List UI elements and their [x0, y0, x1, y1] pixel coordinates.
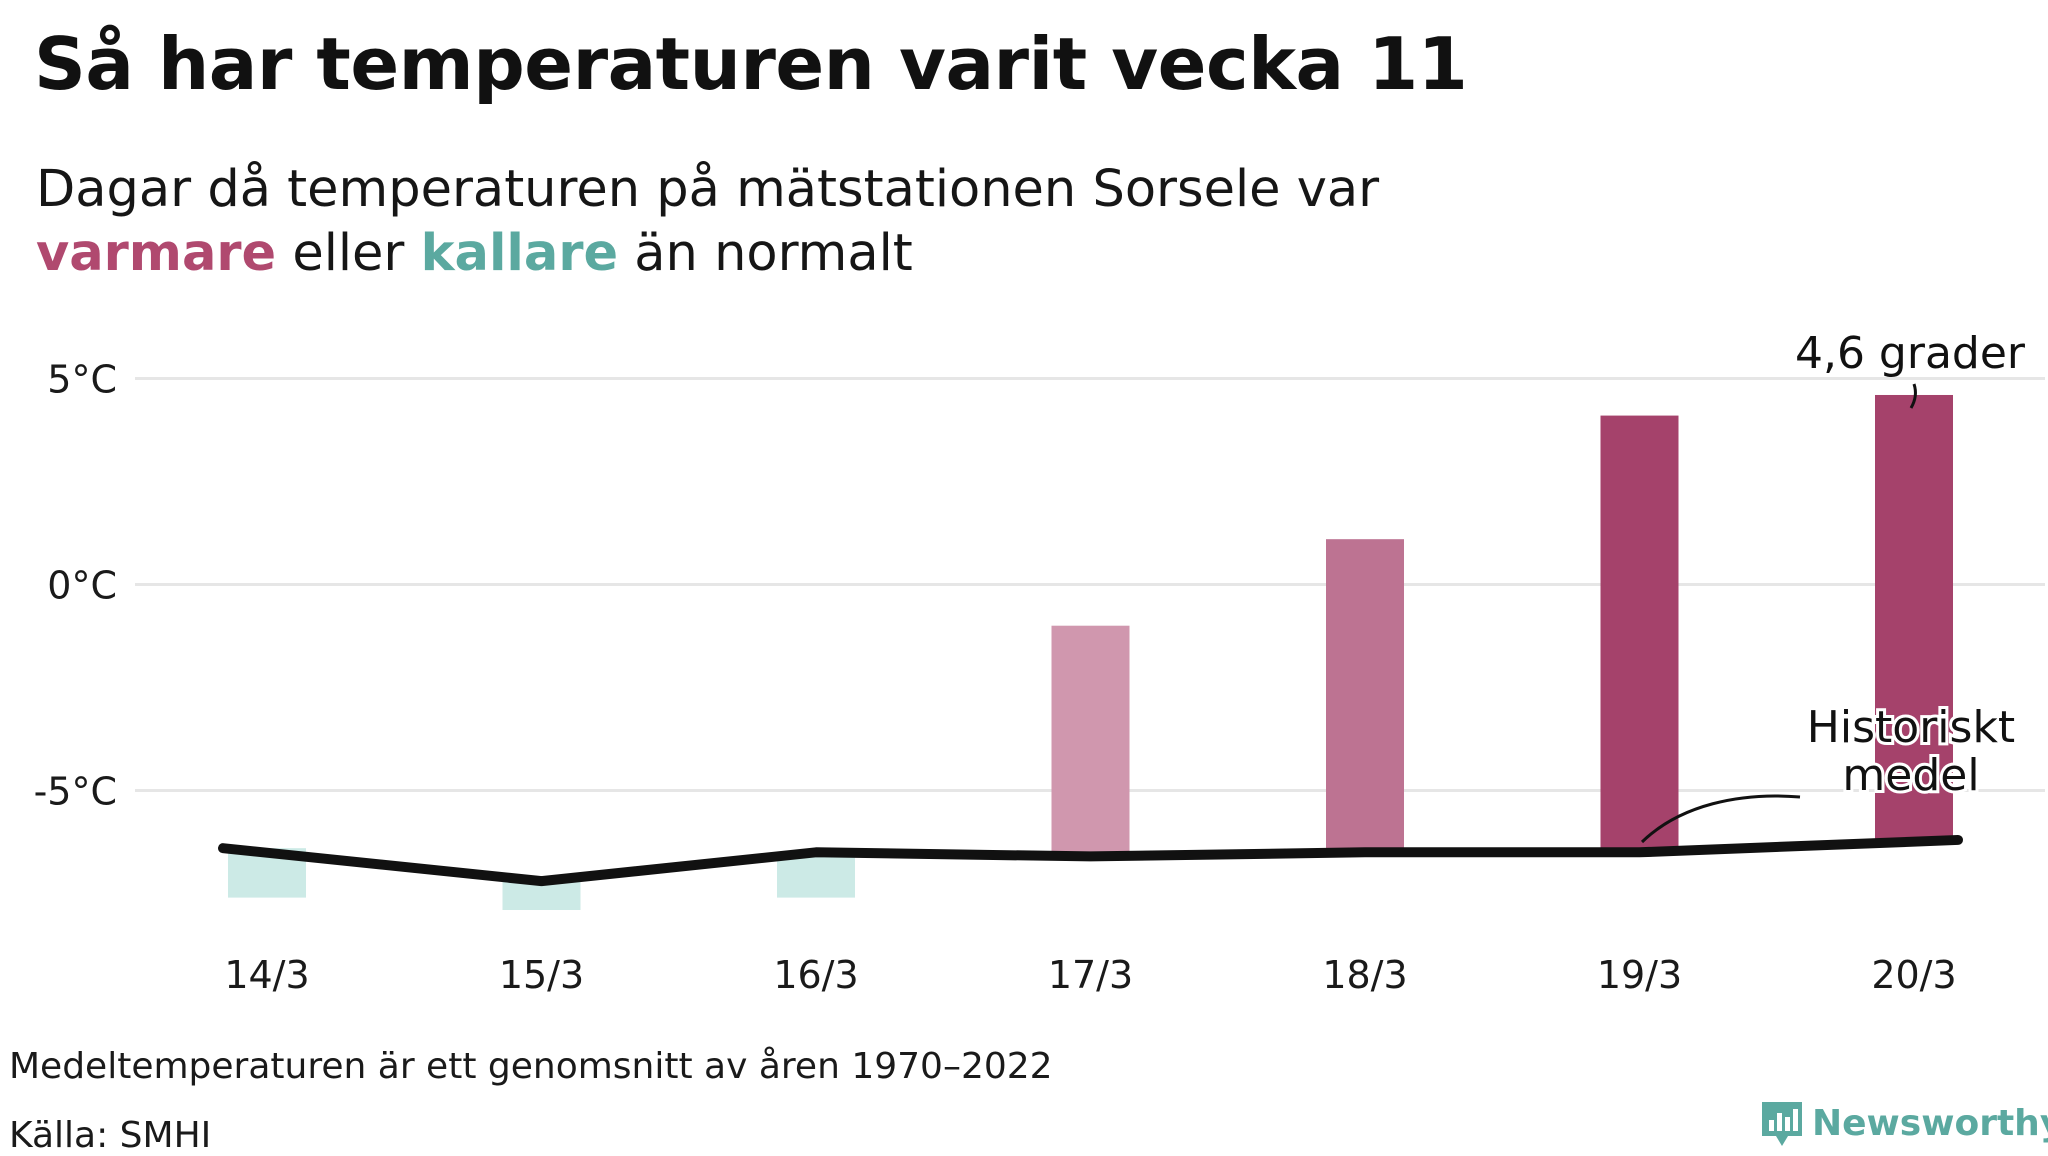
- x-tick-label: 19/3: [1597, 953, 1682, 997]
- x-tick-label: 15/3: [499, 953, 584, 997]
- y-tick-label: 5°C: [47, 358, 117, 402]
- temperature-bar: [1326, 539, 1404, 853]
- average-label-line2: medel: [1842, 750, 1979, 801]
- temperature-chart: 5°C 0°C -5°C 14/3 15/3 16/3 17/3 18/3 19/3 20/3 4,…: [34, 328, 2045, 997]
- subtitle-line-1: Dagar då temperaturen på mätstationen So…: [36, 160, 1380, 219]
- chart-title: Så har temperaturen varit vecka 11: [34, 22, 1468, 106]
- historical-average-line: [218, 834, 1963, 887]
- y-tick-label: -5°C: [34, 770, 117, 814]
- newsworthy-logo: Newsworthy: [1760, 1098, 2048, 1148]
- warm-keyword: varmare: [36, 224, 277, 283]
- x-tick-label: 16/3: [773, 953, 858, 997]
- cold-keyword: kallare: [420, 224, 619, 283]
- average-label-line1: Historiskt: [1807, 702, 2015, 753]
- x-tick-label: 14/3: [224, 953, 309, 997]
- average-label-pointer: [1640, 794, 1801, 844]
- average-note: Medeltemperaturen är ett genomsnitt av å…: [9, 1046, 1053, 1087]
- temperature-bar: [1875, 394, 1953, 840]
- brand-name: Newsworthy: [1812, 1102, 2048, 1144]
- subtitle-ending: än normalt: [634, 224, 913, 283]
- average-line-path: [218, 834, 1963, 887]
- temperature-bar: [1051, 625, 1130, 857]
- chart-labels: 5°C 0°C -5°C 14/3 15/3 16/3 17/3 18/3 19/3 20/3 4,…: [34, 328, 2026, 997]
- temperature-bar: [1600, 415, 1679, 853]
- max-label-pointer: [1909, 383, 1917, 409]
- temperature-bars: [228, 394, 1953, 910]
- x-tick-label: 20/3: [1871, 953, 1956, 997]
- chart-subtitle: Dagar då temperaturen på mätstationen So…: [36, 158, 1379, 286]
- x-tick-label: 18/3: [1322, 953, 1407, 997]
- subtitle-line-2: varmare eller kallare än normalt: [36, 222, 1379, 286]
- newsworthy-chart-icon: [1762, 1102, 1802, 1146]
- x-tick-label: 17/3: [1048, 953, 1133, 997]
- subtitle-connector: eller: [292, 224, 405, 283]
- max-value-label: 4,6 grader: [1795, 328, 2026, 379]
- source-note: Källa: SMHI: [9, 1115, 212, 1156]
- y-tick-label: 0°C: [47, 564, 117, 608]
